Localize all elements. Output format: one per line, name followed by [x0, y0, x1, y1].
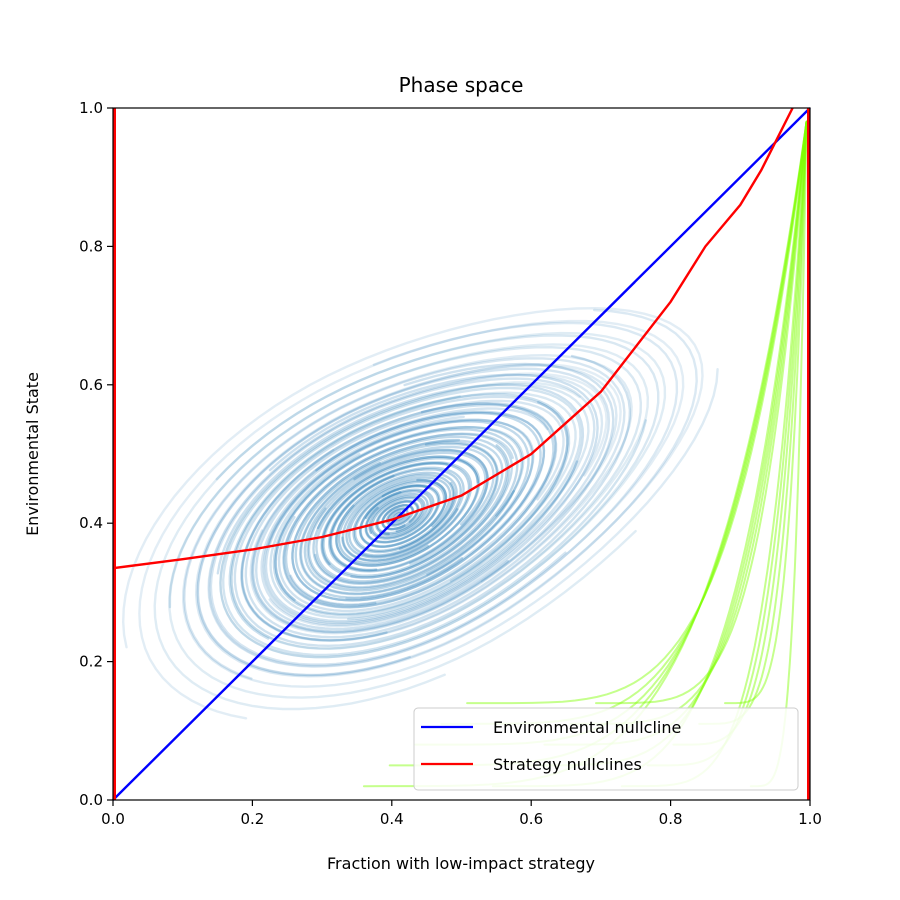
- x-tick-label: 0.2: [240, 810, 264, 828]
- trajectory-orbit: [215, 334, 660, 659]
- trajectory-orbit: [254, 373, 599, 631]
- y-tick-label: 0.8: [79, 237, 103, 255]
- trajectory-orbit: [121, 306, 704, 677]
- trajectory-orbit: [168, 345, 643, 650]
- trajectory-orbit: [345, 479, 459, 559]
- trajectory-escape-line: [620, 120, 808, 788]
- trajectory-orbit: [207, 321, 679, 668]
- trajectory-orbit: [153, 331, 667, 711]
- trajectory-orbits: [121, 306, 719, 720]
- nullcline-series: [112, 107, 811, 801]
- y-axis-label: Environmental State: [23, 372, 42, 536]
- trajectory-orbit: [368, 495, 426, 535]
- trajectory-orbit: [194, 308, 698, 678]
- trajectory-orbit: [244, 362, 615, 639]
- trajectory-escape-line: [595, 120, 808, 705]
- trajectory-orbit: [352, 482, 456, 554]
- trajectory-orbit: [312, 444, 510, 585]
- trajectory-orbit: [365, 484, 440, 544]
- trajectory-orbit: [272, 401, 569, 617]
- x-axis-label: Fraction with low-impact strategy: [327, 854, 595, 873]
- y-tick-label: 0.2: [79, 653, 103, 671]
- trajectory-escape-line: [466, 120, 808, 705]
- trajectory-orbit: [294, 442, 499, 599]
- trajectory-orbit: [329, 468, 462, 572]
- x-tick-label: 1.0: [798, 810, 822, 828]
- trajectory-orbit: [209, 377, 596, 666]
- x-tick-label: 0.6: [519, 810, 543, 828]
- legend-label-environmental: Environmental nullcline: [493, 718, 681, 737]
- axis-ticks: 0.0 0.2 0.4 0.6 0.8 1.0 0.0 0.2 0.4 0.6 0.8 1.0: [79, 99, 822, 828]
- legend-label-strategy: Strategy nullclines: [493, 755, 642, 774]
- trajectory-orbit: [282, 402, 555, 609]
- trajectory-orbit: [358, 478, 448, 548]
- trajectory-orbit: [183, 357, 626, 680]
- trajectory-orbit: [291, 411, 542, 602]
- trajectory-orbit: [337, 473, 455, 565]
- y-tick-label: 1.0: [79, 99, 103, 117]
- y-tick-label: 0.0: [79, 791, 103, 809]
- trajectory-orbit: [375, 499, 420, 536]
- trajectory-orbit: [321, 462, 471, 566]
- trajectory-orbit: [364, 490, 433, 539]
- trajectory-orbit: [316, 455, 480, 567]
- trajectory-orbit: [168, 343, 650, 699]
- y-tick-label: 0.6: [79, 376, 103, 394]
- trajectory-orbit: [228, 393, 571, 640]
- series-line-1: [112, 107, 794, 570]
- trajectory-escape-line: [724, 120, 808, 705]
- trajectory-orbit: [284, 435, 508, 607]
- trajectory-orbit: [196, 367, 611, 677]
- legend-box: [413, 707, 799, 791]
- x-tick-label: 0.4: [380, 810, 404, 828]
- series-line-0: [112, 107, 811, 801]
- trajectory-orbit: [221, 386, 647, 657]
- plot-frame: [112, 107, 811, 801]
- trajectory-orbit: [181, 353, 719, 688]
- legend: Environmental nullcline Strategy nullcli…: [413, 707, 799, 791]
- trajectory-orbit: [216, 383, 585, 623]
- trajectory-orbit: [320, 441, 499, 579]
- trajectory-orbit: [138, 319, 685, 720]
- trajectory-orbit: [274, 428, 519, 602]
- trajectory-orbit: [233, 354, 632, 648]
- trajectory-orbit: [251, 410, 546, 633]
- x-tick-label: 0.8: [659, 810, 683, 828]
- trajectory-orbit: [240, 402, 558, 642]
- y-tick-label: 0.4: [79, 514, 103, 532]
- x-tick-label: 0.0: [101, 810, 125, 828]
- chart-title: Phase space: [399, 73, 524, 97]
- trajectory-orbit: [303, 449, 515, 592]
